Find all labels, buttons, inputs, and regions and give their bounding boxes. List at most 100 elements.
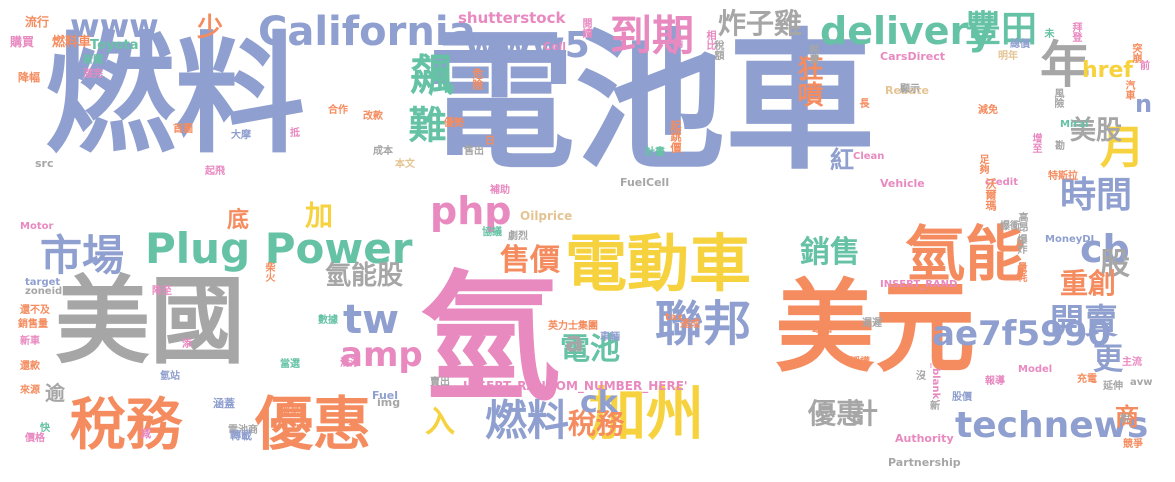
cloud-word: CarsDirect [880,50,946,63]
cloud-word: 當選 [280,359,300,370]
cloud-word: 足夠 [977,154,988,174]
cloud-word: 減 [140,427,151,440]
cloud-word: Rebate [885,84,929,97]
cloud-word: Mirai [1060,119,1089,130]
cloud-word: 新 [930,401,940,412]
cloud-word: 少 [197,13,224,43]
cloud-word: 稅務 [70,393,182,458]
cloud-word: 豐田 [965,9,1038,50]
cloud-word: 競爭 [1123,439,1143,450]
cloud-word: 輛 [673,39,683,50]
cloud-word: Toyota [90,38,139,53]
cloud-word: n [1135,90,1153,118]
cloud-word: 計畫 [645,147,665,158]
cloud-word: 稅務 [568,407,625,440]
cloud-word: technews [955,405,1149,446]
cloud-word: 售出 [464,146,484,157]
cloud-word: 增至 [1030,133,1041,153]
cloud-word: 轉載 [230,429,252,442]
cloud-word: 賣出 [430,377,450,388]
cloud-word: 總價 [1010,39,1030,50]
cloud-word: 數據 [318,315,338,326]
cloud-word: 電池 [560,332,620,367]
cloud-word: 拜登 [1070,22,1081,42]
cloud-word: 授權 [850,357,870,368]
cloud-word: 銷售 [800,235,860,270]
cloud-word: 高昂 [1016,212,1027,232]
cloud-word: 未 [1042,28,1053,38]
cloud-word: Clean [853,151,885,162]
cloud-word: 優惠 [808,397,865,430]
cloud-word: MoneyDJ [1045,234,1095,245]
cloud-word: credit [985,177,1019,188]
cloud-word: 特斯拉 [1048,171,1078,182]
cloud-word: 危險 [471,68,484,90]
cloud-word: 到期 [610,11,695,60]
cloud-word: 難 [402,105,446,143]
cloud-word: Plug Power [145,224,413,273]
cloud-word: 改款 [363,111,383,122]
cloud-word: 日 [485,136,495,147]
cloud-word: 減免 [978,105,998,116]
cloud-word: 年 [1040,36,1090,94]
cloud-word: Partnership [888,456,961,469]
cloud-word: 勘 [1055,141,1065,152]
cloud-word: 說 [1120,414,1130,425]
cloud-word: 美國 [55,267,246,377]
cloud-word: 加 [305,199,334,232]
cloud-word: FuelCell [620,176,670,189]
cloud-word: 聯邦 [655,296,752,352]
cloud-word: 美元 [775,269,975,386]
cloud-word: 銷售量 [18,319,48,330]
cloud-word: 狂噴 [793,55,823,107]
cloud-word: 爆衝 [1000,221,1020,232]
cloud-word: 長 [857,98,868,108]
cloud-word: Model [1018,364,1053,375]
cloud-word: 購買 [10,35,35,49]
cloud-word: INSERT_RANDOM_NUMBER_HERE' [463,379,688,393]
cloud-word: 電池車 [425,16,876,190]
cloud-word: 商 [1115,403,1139,431]
cloud-word: 股 [1100,247,1130,282]
cloud-word: 快 [40,423,50,434]
cloud-word: 降至 [152,286,172,297]
cloud-word: 起飛 [205,166,225,177]
cloud-word: 計 [850,397,879,430]
cloud-word: 開賣 [1050,302,1118,342]
cloud-word: www5 [465,25,590,66]
cloud-word: 首圖 [173,124,193,135]
cloud-word: 時間 [1060,175,1133,216]
cloud-word: 大摩 [231,130,251,141]
cloud-word: www [70,7,159,45]
cloud-word: 顯示 [900,84,920,95]
cloud-word: ae7f5990 [932,314,1112,354]
cloud-word: 缺點 [812,324,832,335]
cloud-word: 降幅 [18,71,40,84]
cloud-word: shutterstock [458,9,566,27]
cloud-word: 抵 [290,128,300,139]
cloud-word: 售價 [500,243,560,278]
cloud-word: 股價 [952,392,972,403]
cloud-word: 漲完 [83,69,103,80]
cloud-word: 氫 [420,258,561,421]
cloud-word: Oilprice [520,209,573,223]
cloud-word: _blank' [930,363,941,403]
cloud-word: tw [343,297,400,343]
cloud-word: 飆 [402,52,453,96]
cloud-word: 沒 [916,371,926,382]
cloud-word: 耗費 [807,44,818,64]
cloud-word: 氫能 [905,220,1025,290]
cloud-word: 成本 [373,146,393,157]
cloud-word: 新聞 [83,55,103,66]
cloud-word: 沃爾瑪 [984,178,997,211]
cloud-word: INSERT_RAND [880,279,958,290]
cloud-word: amp [340,335,423,375]
cloud-word: 添 [182,339,192,350]
cloud-word: avw [1130,377,1153,388]
cloud-word: 底 [227,208,250,233]
cloud-word: 劇烈 [508,231,528,242]
cloud-word: 美股 [1070,116,1123,146]
cloud-word: 來源 [20,385,40,396]
cloud-word: 還款 [20,361,40,372]
